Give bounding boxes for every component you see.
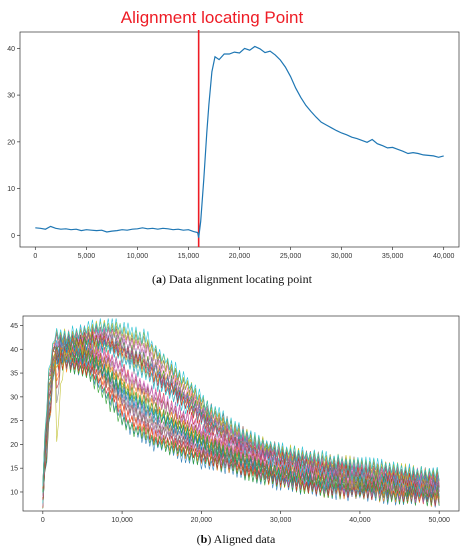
chart-b-x-tick-label: 0 — [41, 517, 45, 524]
chart-b-y-tick-label: 20 — [10, 442, 18, 449]
chart-b-y-tick-label: 15 — [10, 466, 18, 473]
chart-b-x-tick-label: 30,000 — [270, 517, 292, 524]
chart-a-y-axis: 0 10 20 30 40 — [7, 46, 20, 240]
chart-b-series-line — [42, 341, 440, 495]
chart-a-x-tick-label: 20,000 — [229, 253, 251, 260]
chart-a-frame — [19, 31, 460, 248]
chart-a-x-tick-label: 35,000 — [382, 253, 404, 260]
chart-b-y-tick-label: 30 — [10, 394, 18, 401]
caption-a: (a) Data alignment locating point — [152, 272, 313, 286]
chart-b-x-tick-label: 20,000 — [191, 517, 213, 524]
chart-a-y-tick-label: 10 — [7, 186, 15, 193]
caption-a-letter: a — [156, 272, 162, 286]
chart-b-y-tick-label: 25 — [10, 418, 18, 425]
chart-a-y-tick-label: 30 — [7, 93, 15, 100]
chart-a-y-tick-label: 0 — [11, 233, 15, 240]
chart-a-x-tick-label: 10,000 — [127, 253, 149, 260]
caption-a-text: Data alignment locating point — [166, 272, 313, 286]
chart-a-x-tick-label: 25,000 — [280, 253, 302, 260]
chart-b-series-group — [42, 318, 440, 509]
chart-b-x-axis: 0 10,000 20,000 30,000 40,000 50,000 — [41, 511, 450, 524]
chart-a-series-line — [35, 45, 444, 238]
chart-a-x-tick-label: 15,000 — [178, 253, 200, 260]
chart-b-y-tick-label: 40 — [10, 347, 18, 354]
alignment-annotation: Alignment locating Point — [121, 8, 304, 27]
chart-b-series-line — [42, 338, 440, 498]
chart-a-y-tick-label: 20 — [7, 139, 15, 146]
chart-b-x-tick-label: 40,000 — [349, 517, 371, 524]
caption-b-text: Aligned data — [211, 532, 276, 546]
caption-b-letter: b — [201, 532, 208, 546]
chart-b-series-line — [42, 343, 440, 499]
chart-a-x-tick-label: 40,000 — [433, 253, 455, 260]
chart-a-x-axis: 0 5,000 10,000 15,000 20,000 25,000 30,000 35,0… — [33, 247, 454, 260]
chart-b-series-line — [42, 327, 440, 487]
chart-b-series-line — [42, 343, 440, 500]
chart-b-y-tick-label: 35 — [10, 371, 18, 378]
chart-b-series-line — [42, 320, 440, 487]
chart-a-x-tick-label: 30,000 — [331, 253, 353, 260]
chart-a: Alignment locating Point 0 10 20 30 40 0 5,00… — [7, 8, 460, 286]
chart-b-x-tick-label: 10,000 — [111, 517, 133, 524]
chart-a-y-tick-label: 40 — [7, 46, 15, 53]
chart-b-frame — [22, 315, 460, 512]
caption-b: (b) Aligned data — [197, 532, 276, 546]
chart-b-y-tick-label: 10 — [10, 489, 18, 496]
chart-b-x-tick-label: 50,000 — [428, 517, 450, 524]
chart-b: 10 15 20 25 30 35 40 45 0 10,000 20,000 30,000 40,0… — [10, 315, 460, 546]
chart-b-series-line — [42, 336, 440, 493]
chart-b-series-line — [42, 318, 440, 487]
chart-b-y-tick-label: 45 — [10, 323, 18, 330]
chart-a-x-tick-label: 0 — [33, 253, 37, 260]
chart-b-y-axis: 10 15 20 25 30 35 40 45 — [10, 323, 23, 496]
chart-a-x-tick-label: 5,000 — [78, 253, 96, 260]
